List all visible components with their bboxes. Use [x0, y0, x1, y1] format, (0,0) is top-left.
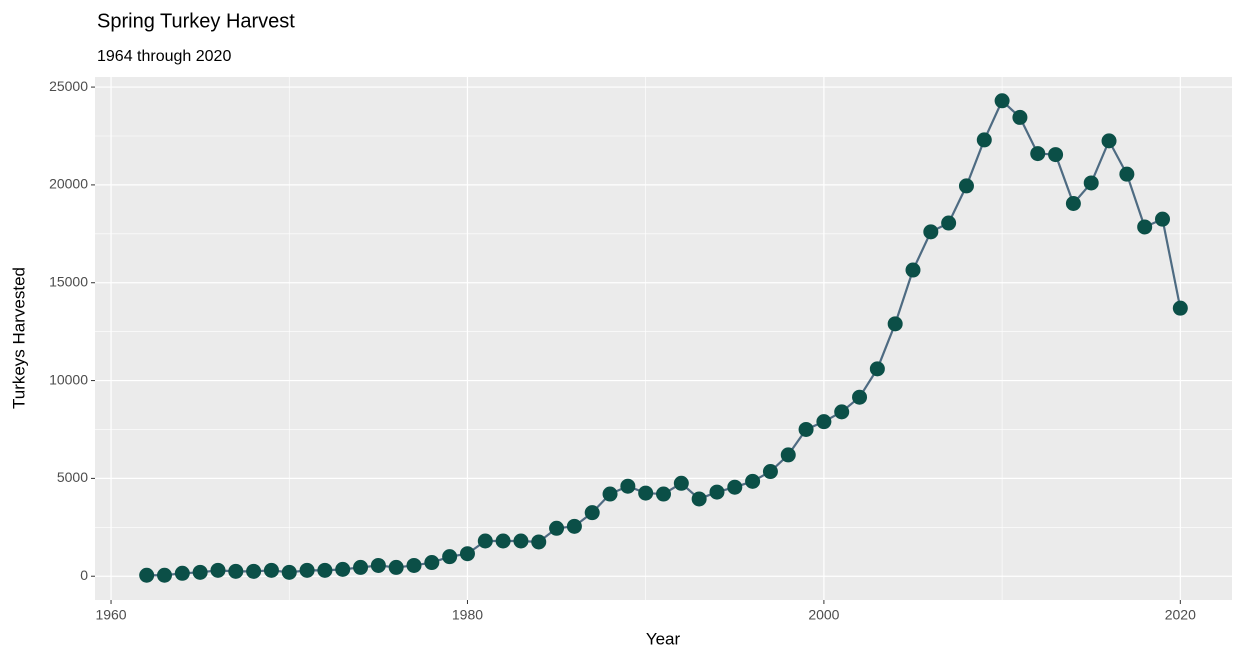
data-point: [691, 491, 707, 507]
y-tick-label: 20000: [49, 176, 88, 192]
data-point: [709, 484, 725, 500]
data-point: [958, 178, 974, 194]
data-point: [941, 215, 957, 231]
data-point: [210, 562, 226, 578]
data-point: [1101, 133, 1117, 149]
data-point: [157, 567, 173, 583]
data-point: [442, 549, 458, 565]
data-point: [602, 486, 618, 502]
data-point: [406, 557, 422, 573]
data-point: [281, 564, 297, 580]
data-point: [566, 518, 582, 534]
data-point: [317, 562, 333, 578]
data-point: [549, 520, 565, 536]
data-point: [228, 563, 244, 579]
data-point: [887, 316, 903, 332]
data-point: [174, 565, 190, 581]
data-point: [1172, 300, 1188, 316]
data-point: [1154, 211, 1170, 227]
data-point: [459, 546, 475, 562]
x-tick-label: 2000: [808, 607, 839, 623]
data-point: [424, 555, 440, 571]
data-point: [620, 478, 636, 494]
data-point: [192, 564, 208, 580]
y-tick-label: 10000: [49, 371, 88, 387]
data-point: [353, 559, 369, 575]
data-point: [477, 533, 493, 549]
data-point: [923, 224, 939, 240]
data-point: [370, 557, 386, 573]
y-axis-label: Turkeys Harvested: [9, 267, 28, 409]
data-point: [531, 534, 547, 550]
data-point: [335, 561, 351, 577]
data-point: [263, 562, 279, 578]
data-point: [798, 421, 814, 437]
marks: [139, 93, 1188, 583]
data-point: [727, 479, 743, 495]
data-point: [513, 533, 529, 549]
data-point: [1030, 146, 1046, 162]
data-point: [780, 447, 796, 463]
data-point: [1065, 195, 1081, 211]
data-point: [1137, 219, 1153, 235]
data-point: [1012, 109, 1028, 125]
data-point: [976, 132, 992, 148]
x-tick-label: 1960: [95, 607, 126, 623]
data-point: [388, 559, 404, 575]
data-point: [1119, 166, 1135, 182]
data-point: [994, 93, 1010, 109]
x-axis-label: Year: [646, 629, 681, 648]
data-point: [762, 464, 778, 480]
data-point: [834, 404, 850, 420]
data-point: [299, 562, 315, 578]
data-point: [584, 505, 600, 521]
panel: [95, 77, 1232, 600]
data-point: [1083, 175, 1099, 191]
data-point: [656, 486, 671, 502]
data-point: [869, 361, 885, 377]
y-tick-label: 5000: [57, 469, 88, 485]
chart-title: Spring Turkey Harvest: [97, 10, 295, 32]
data-point: [852, 389, 868, 405]
data-point: [673, 475, 689, 491]
data-point: [139, 567, 155, 583]
data-point: [1048, 147, 1064, 163]
chart-subtitle: 1964 through 2020: [97, 48, 231, 65]
y-tick-label: 25000: [49, 78, 88, 94]
data-point: [495, 533, 511, 549]
x-tick-label: 1980: [452, 607, 483, 623]
data-point: [246, 563, 262, 579]
data-point: [816, 414, 832, 430]
grid: [95, 77, 1232, 600]
data-point: [638, 485, 654, 501]
x-tick-label: 2020: [1165, 607, 1196, 623]
data-point: [745, 473, 761, 489]
data-point: [905, 262, 921, 278]
y-tick-label: 0: [80, 567, 88, 583]
y-tick-label: 15000: [49, 273, 88, 289]
